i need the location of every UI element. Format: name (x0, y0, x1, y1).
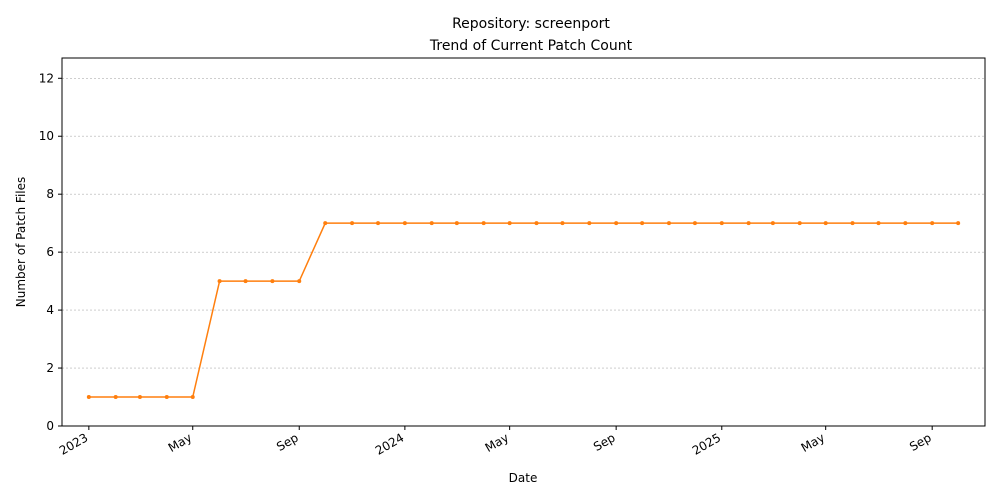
data-point (534, 221, 539, 226)
data-point (770, 221, 775, 226)
data-point (560, 221, 565, 226)
data-point (217, 279, 222, 284)
y-tick-label: 10 (39, 129, 54, 143)
x-tick-label: 2024 (373, 430, 406, 457)
data-point (86, 395, 91, 400)
y-axis: 0 2 4 6 8 10 12 (39, 71, 62, 433)
y-tick-label: 4 (46, 303, 54, 317)
series-line (88, 222, 959, 398)
data-point (350, 221, 355, 226)
x-tick-label: 2023 (57, 430, 90, 457)
x-tick-label: Sep (274, 430, 301, 453)
x-tick-label: May (799, 430, 827, 455)
data-point (323, 221, 328, 226)
data-point (243, 279, 248, 284)
data-point (297, 279, 302, 284)
x-axis-label: Date (509, 471, 538, 485)
y-tick-label: 2 (46, 361, 54, 375)
data-point (614, 221, 619, 226)
data-point (113, 395, 118, 400)
x-tick-label: May (166, 430, 194, 455)
chart-title: Repository: screenport (452, 16, 610, 32)
data-point (587, 221, 592, 226)
data-point (719, 221, 724, 226)
data-point (746, 221, 751, 226)
data-point (164, 395, 169, 400)
data-point (270, 279, 275, 284)
y-tick-label: 8 (46, 187, 54, 201)
data-point (956, 221, 961, 226)
data-point (692, 221, 697, 226)
y-tick-label: 0 (46, 419, 54, 433)
y-tick-label: 6 (46, 245, 54, 259)
x-tick-label: 2025 (690, 430, 723, 457)
data-point (850, 221, 855, 226)
data-point (376, 221, 381, 226)
plot-frame (61, 57, 986, 427)
data-point (930, 221, 935, 226)
chart-subtitle: Trend of Current Patch Count (429, 38, 633, 54)
x-tick-label: May (483, 430, 511, 455)
data-point (137, 395, 142, 400)
data-point (429, 221, 434, 226)
data-point (640, 221, 645, 226)
gridlines (62, 77, 985, 427)
data-point (876, 221, 881, 226)
x-tick-label: Sep (591, 430, 618, 453)
data-point (797, 221, 802, 226)
y-tick-label: 12 (39, 71, 54, 85)
series-layer (86, 221, 961, 400)
x-axis: 2023 May Sep 2024 May Sep 2025 May Sep (57, 426, 934, 458)
data-point (507, 221, 512, 226)
data-point (402, 221, 407, 226)
y-axis-label: Number of Patch Files (14, 177, 28, 308)
data-point (481, 221, 486, 226)
data-point (823, 221, 828, 226)
data-point (666, 221, 671, 226)
data-point (454, 221, 459, 226)
x-tick-label: Sep (907, 430, 934, 453)
data-point (903, 221, 908, 226)
data-point (190, 395, 195, 400)
